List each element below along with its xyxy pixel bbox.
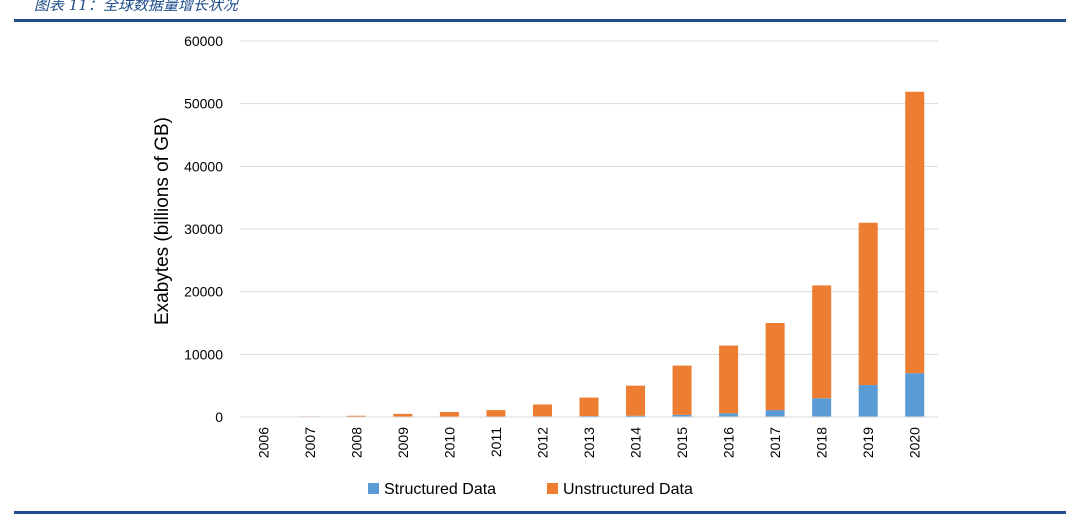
y-axis-label: Exabytes (billions of GB) xyxy=(152,117,173,325)
bar-unstructured-2011 xyxy=(486,410,506,417)
bar-structured-2014 xyxy=(626,415,646,417)
y-axis-ticks: 0 10000 20000 30000 40000 50000 60000 xyxy=(184,33,223,425)
bar-structured-2020 xyxy=(905,373,925,417)
legend: Structured Data Unstructured Data xyxy=(368,481,693,498)
bar-unstructured-2020 xyxy=(905,91,925,374)
bottom-rule xyxy=(14,511,1066,514)
bar-unstructured-2017 xyxy=(765,323,785,411)
bars xyxy=(253,91,925,417)
top-rule xyxy=(14,19,1066,22)
bar-unstructured-2009 xyxy=(393,413,413,417)
bar-unstructured-2016 xyxy=(719,345,739,414)
x-tick-label: 2009 xyxy=(395,427,411,458)
bar-unstructured-2014 xyxy=(626,385,646,416)
figure-caption: 图表 11：全球数据量增长状况 xyxy=(34,0,238,14)
x-tick-label: 2008 xyxy=(348,427,364,458)
bar-structured-2017 xyxy=(765,410,785,417)
y-tick-label: 40000 xyxy=(184,158,223,174)
bar-structured-2016 xyxy=(719,413,739,417)
bar-unstructured-2010 xyxy=(439,411,459,417)
y-tick-label: 30000 xyxy=(184,221,223,237)
legend-label-unstructured: Unstructured Data xyxy=(563,481,693,498)
bar-unstructured-2018 xyxy=(812,285,832,399)
bar-unstructured-2012 xyxy=(532,404,552,417)
legend-label-structured: Structured Data xyxy=(384,481,496,498)
y-tick-label: 50000 xyxy=(184,96,223,112)
x-tick-label: 2011 xyxy=(488,427,504,457)
y-tick-label: 10000 xyxy=(184,346,223,362)
x-tick-label: 2006 xyxy=(255,427,271,458)
x-tick-label: 2012 xyxy=(534,427,550,458)
bar-unstructured-2015 xyxy=(672,365,692,415)
x-tick-label: 2013 xyxy=(581,427,597,458)
y-tick-label: 20000 xyxy=(184,284,223,300)
x-tick-label: 2010 xyxy=(441,427,457,458)
x-tick-label: 2014 xyxy=(628,427,644,458)
bar-unstructured-2019 xyxy=(858,222,878,386)
bar-structured-2019 xyxy=(858,385,878,417)
y-tick-label: 60000 xyxy=(184,33,223,49)
bar-unstructured-2013 xyxy=(579,397,599,417)
bar-structured-2018 xyxy=(812,398,832,417)
x-tick-label: 2015 xyxy=(674,427,690,458)
bar-unstructured-2008 xyxy=(346,415,366,417)
x-tick-label: 2016 xyxy=(721,427,737,458)
x-axis-ticks: 2006 2007 2008 2009 2010 2011 2012 2013 2014 2015… xyxy=(255,427,922,458)
x-tick-label: 2019 xyxy=(860,427,876,458)
gridlines xyxy=(240,40,938,355)
x-tick-label: 2018 xyxy=(814,427,830,458)
bar-structured-2015 xyxy=(672,414,692,417)
x-tick-label: 2017 xyxy=(767,427,783,458)
x-tick-label: 2020 xyxy=(907,427,923,458)
legend-swatch-structured xyxy=(368,483,379,494)
legend-swatch-unstructured xyxy=(547,483,558,494)
x-tick-label: 2007 xyxy=(302,427,318,458)
y-tick-label: 0 xyxy=(215,409,223,425)
